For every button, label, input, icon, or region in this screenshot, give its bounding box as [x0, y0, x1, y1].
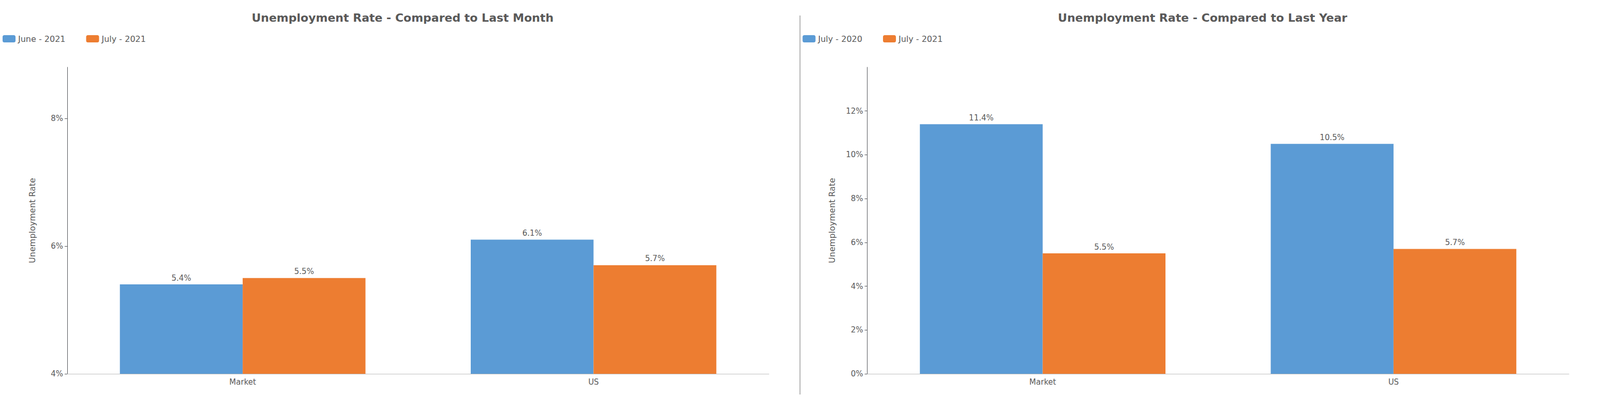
- svg-text:Unemployment Rate: Unemployment Rate: [27, 177, 38, 264]
- svg-text:4%: 4%: [50, 369, 64, 379]
- svg-text:5.7%: 5.7%: [645, 253, 665, 264]
- svg-text:5.7%: 5.7%: [1445, 237, 1465, 248]
- svg-text:Unemployment Rate - Compared t: Unemployment Rate - Compared to Last Mon…: [251, 11, 554, 25]
- svg-text:US: US: [1388, 377, 1400, 387]
- svg-text:5.5%: 5.5%: [294, 266, 314, 277]
- svg-text:5.4%: 5.4%: [171, 273, 191, 283]
- svg-text:Market: Market: [1029, 377, 1057, 387]
- svg-text:July - 2020: July - 2020: [817, 34, 863, 44]
- svg-text:8%: 8%: [50, 113, 64, 124]
- svg-text:June - 2021: June - 2021: [17, 34, 66, 44]
- svg-text:4%: 4%: [850, 281, 864, 292]
- svg-text:0%: 0%: [850, 369, 864, 379]
- svg-text:Unemployment Rate: Unemployment Rate: [827, 177, 837, 264]
- svg-text:6.1%: 6.1%: [522, 228, 543, 238]
- svg-text:Market: Market: [229, 377, 257, 387]
- svg-text:8%: 8%: [850, 193, 864, 204]
- svg-text:10.5%: 10.5%: [1319, 132, 1345, 143]
- svg-text:10%: 10%: [845, 150, 863, 160]
- svg-text:12%: 12%: [845, 106, 863, 116]
- svg-text:Unemployment Rate - Compared t: Unemployment Rate - Compared to Last Yea…: [1057, 11, 1348, 25]
- svg-text:US: US: [588, 377, 600, 387]
- svg-text:5.5%: 5.5%: [1094, 242, 1114, 252]
- svg-text:2%: 2%: [850, 325, 864, 335]
- svg-text:11.4%: 11.4%: [968, 113, 994, 123]
- svg-text:July - 2021: July - 2021: [101, 34, 146, 44]
- svg-text:6%: 6%: [850, 237, 864, 248]
- svg-text:July - 2021: July - 2021: [898, 34, 943, 44]
- svg-text:6%: 6%: [50, 241, 64, 251]
